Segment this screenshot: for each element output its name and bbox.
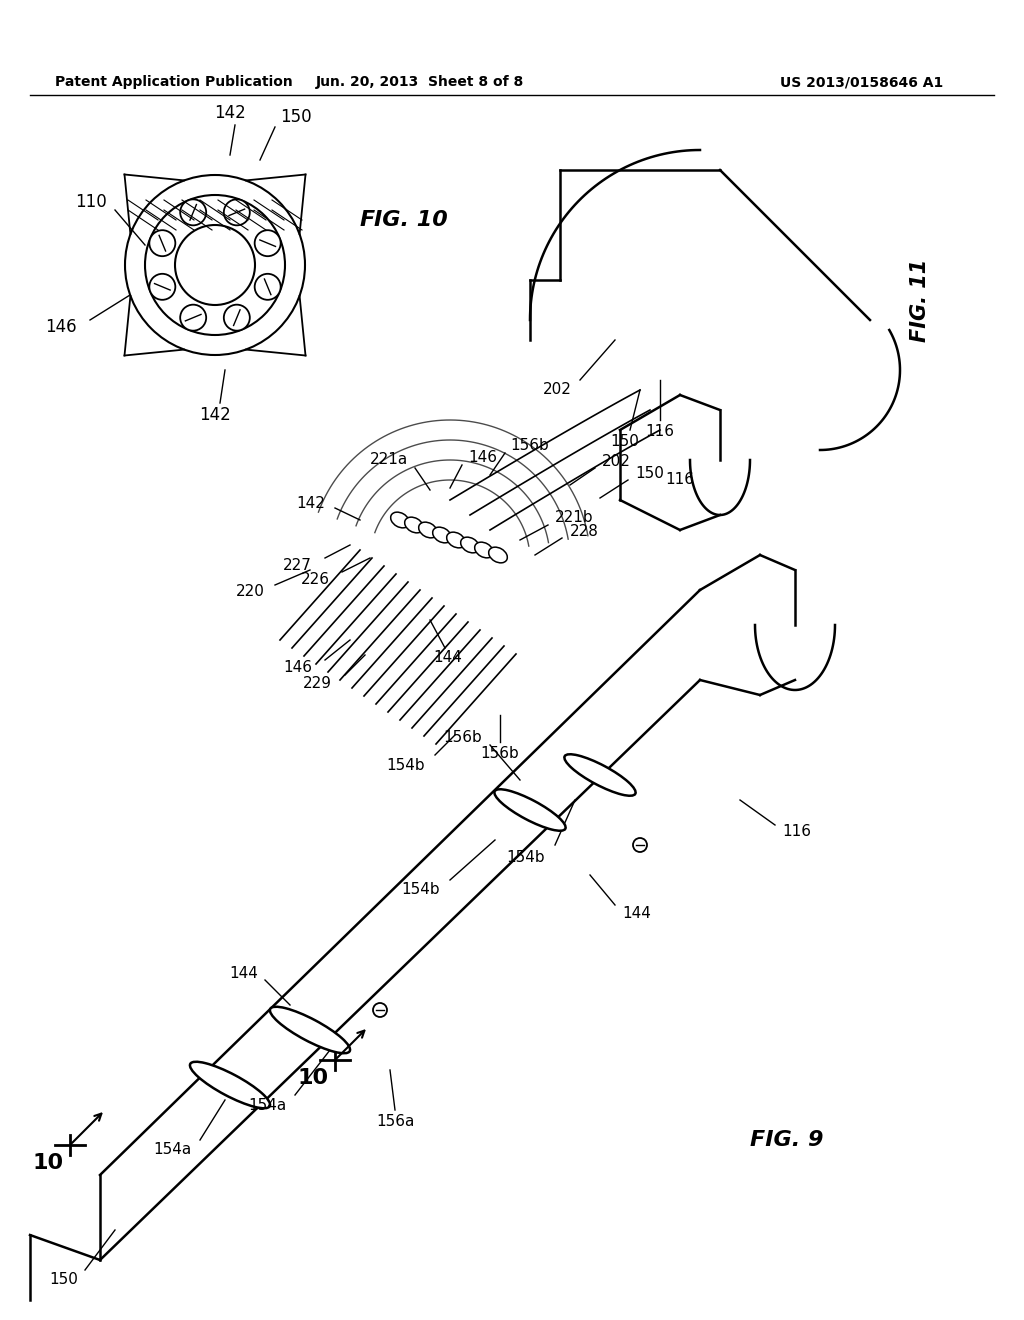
Circle shape	[255, 273, 281, 300]
Text: 154a: 154a	[154, 1143, 193, 1158]
Circle shape	[224, 199, 250, 226]
Text: 10: 10	[33, 1152, 63, 1173]
Ellipse shape	[433, 527, 452, 543]
Circle shape	[224, 305, 250, 331]
Text: 150: 150	[49, 1272, 78, 1287]
Ellipse shape	[488, 548, 507, 562]
Ellipse shape	[419, 523, 437, 537]
Ellipse shape	[404, 517, 423, 533]
Text: 154b: 154b	[507, 850, 545, 865]
Text: 142: 142	[199, 407, 230, 424]
Ellipse shape	[461, 537, 479, 553]
Text: 221a: 221a	[370, 453, 408, 467]
Text: 156b: 156b	[443, 730, 482, 744]
Text: IG. 10: IG. 10	[374, 210, 447, 230]
Text: 146: 146	[45, 318, 77, 337]
Text: 144: 144	[622, 906, 651, 920]
Ellipse shape	[564, 754, 636, 796]
Text: 116: 116	[645, 425, 675, 440]
Text: 154b: 154b	[401, 883, 440, 898]
Text: Jun. 20, 2013  Sheet 8 of 8: Jun. 20, 2013 Sheet 8 of 8	[315, 75, 524, 88]
Text: 156a: 156a	[376, 1114, 414, 1130]
Text: 228: 228	[570, 524, 599, 540]
Text: 156b: 156b	[480, 746, 519, 760]
Text: 154a: 154a	[249, 1097, 287, 1113]
Text: 144: 144	[433, 651, 463, 665]
Text: 110: 110	[75, 193, 106, 211]
Text: Patent Application Publication: Patent Application Publication	[55, 75, 293, 88]
Text: 154b: 154b	[386, 758, 425, 772]
Text: FIG. 11: FIG. 11	[910, 259, 930, 342]
Text: 202: 202	[543, 383, 572, 397]
Text: 146: 146	[283, 660, 312, 676]
Text: 229: 229	[303, 676, 332, 690]
Text: 150: 150	[610, 434, 639, 450]
Circle shape	[180, 305, 206, 331]
Text: 142: 142	[296, 495, 325, 511]
Circle shape	[150, 273, 175, 300]
Text: 221b: 221b	[555, 511, 594, 525]
Circle shape	[373, 1003, 387, 1016]
Circle shape	[180, 199, 206, 226]
Text: FIG. 9: FIG. 9	[750, 1130, 823, 1150]
Text: 116: 116	[782, 825, 811, 840]
Text: 156b: 156b	[510, 437, 549, 453]
Circle shape	[633, 838, 647, 851]
Text: 144: 144	[229, 965, 258, 981]
Text: 220: 220	[237, 585, 265, 599]
Circle shape	[255, 230, 281, 256]
Text: 150: 150	[280, 108, 311, 125]
Text: 226: 226	[301, 573, 330, 587]
Ellipse shape	[475, 543, 494, 558]
Text: 150: 150	[635, 466, 664, 480]
Text: 146: 146	[468, 450, 497, 466]
Ellipse shape	[189, 1061, 270, 1109]
Text: 202: 202	[602, 454, 631, 469]
Circle shape	[150, 230, 175, 256]
Text: US 2013/0158646 A1: US 2013/0158646 A1	[780, 75, 943, 88]
Text: 227: 227	[283, 557, 312, 573]
Ellipse shape	[495, 789, 565, 830]
Ellipse shape	[446, 532, 465, 548]
Ellipse shape	[391, 512, 410, 528]
Text: 10: 10	[297, 1068, 329, 1088]
Text: 142: 142	[214, 104, 246, 121]
Text: F: F	[360, 210, 375, 230]
Text: 116: 116	[665, 473, 694, 487]
Ellipse shape	[270, 1007, 350, 1053]
